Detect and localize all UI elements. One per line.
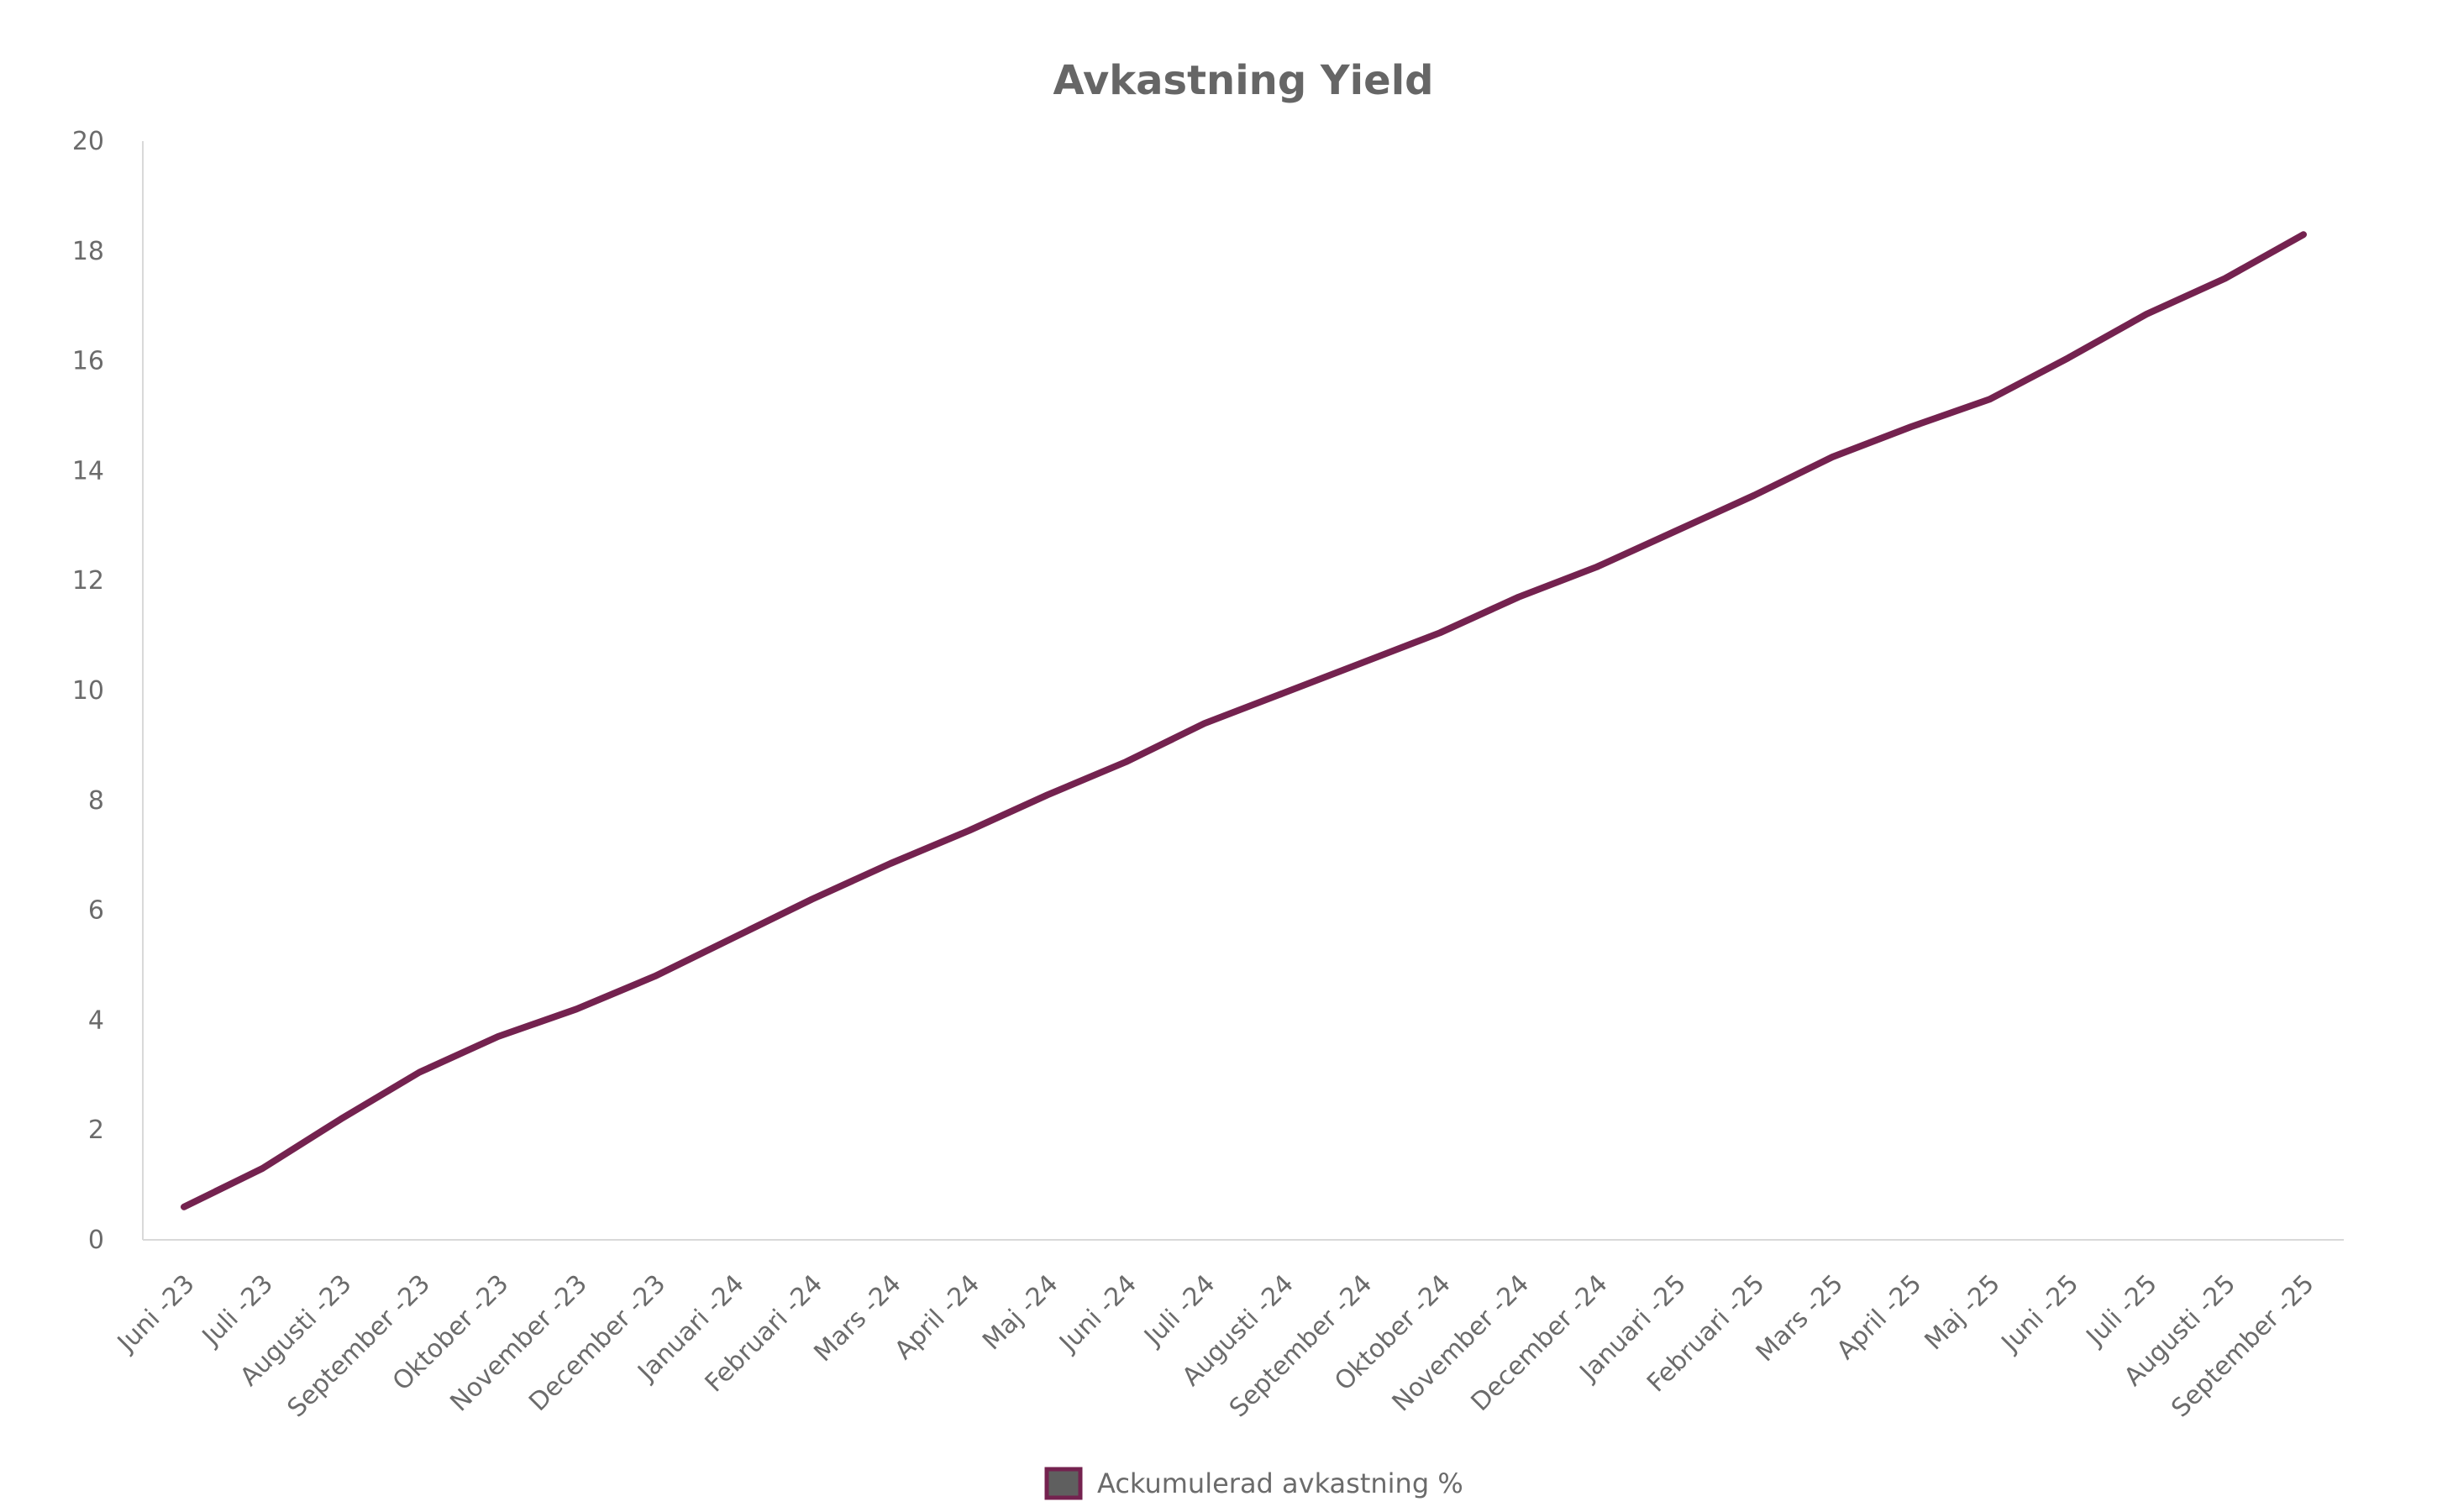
y-tick-label: 6	[88, 896, 104, 926]
legend-label: Ackumulerad avkastning %	[1097, 1467, 1463, 1499]
x-tick-label: Juni -24	[1053, 1269, 1142, 1359]
data-point	[2222, 276, 2228, 281]
y-tick-label: 4	[88, 1005, 104, 1035]
data-point	[1201, 721, 1207, 727]
data-point	[1437, 630, 1443, 636]
y-tick-label: 20	[72, 127, 104, 156]
data-point	[652, 974, 658, 979]
data-point	[1830, 454, 1836, 459]
x-tick-label: December -24	[1466, 1269, 1614, 1417]
legend-swatch	[1044, 1467, 1083, 1500]
data-point	[1358, 660, 1364, 666]
y-axis-ticks: 0 2 4 6 8 10 12 14 16 18 20	[72, 127, 104, 1255]
y-tick-label: 18	[72, 237, 104, 266]
x-tick-label: April -24	[889, 1269, 985, 1366]
x-tick-label: November -24	[1387, 1269, 1536, 1418]
x-tick-label: Juni -25	[1995, 1269, 2085, 1359]
data-point	[260, 1166, 265, 1171]
y-tick-label: 10	[72, 676, 104, 706]
y-tick-label: 16	[72, 347, 104, 376]
series-layer	[181, 231, 2307, 1210]
data-point	[417, 1069, 423, 1075]
y-tick-label: 0	[88, 1226, 104, 1255]
data-point	[1594, 564, 1599, 570]
legend: Ackumulerad avkastning %	[1044, 1467, 1463, 1500]
x-tick-label: Mars -24	[808, 1269, 906, 1368]
x-tick-label: December -23	[523, 1269, 671, 1417]
data-point	[1987, 396, 1993, 402]
data-point	[1280, 690, 1286, 696]
data-point	[966, 827, 972, 833]
data-point	[1751, 492, 1757, 498]
data-point	[1044, 792, 1050, 798]
x-tick-label: April -25	[1831, 1269, 1928, 1366]
x-tick-label: September -23	[282, 1269, 436, 1423]
x-tick-label: September -24	[1224, 1269, 1378, 1423]
series-line	[181, 231, 2307, 1210]
data-point	[1123, 759, 1129, 764]
data-point	[2065, 355, 2071, 361]
data-point	[495, 1034, 501, 1039]
data-point	[1908, 424, 1914, 430]
y-tick-label: 2	[88, 1116, 104, 1145]
data-point	[574, 1006, 580, 1012]
y-tick-label: 12	[72, 566, 104, 596]
data-point	[2144, 312, 2150, 317]
chart-title: Avkastning Yield	[1053, 57, 1434, 104]
data-point	[181, 1204, 186, 1210]
axes	[142, 141, 2344, 1241]
x-tick-label: Maj -24	[977, 1269, 1064, 1356]
data-point	[338, 1116, 344, 1122]
data-point	[1673, 528, 1678, 534]
data-point	[888, 861, 893, 866]
data-point	[809, 896, 815, 902]
data-point	[2301, 232, 2306, 238]
x-tick-label: November -23	[444, 1269, 593, 1418]
x-tick-label: Mars -25	[1751, 1269, 1849, 1368]
x-tick-label: Maj -25	[1920, 1269, 2006, 1356]
y-tick-label: 14	[72, 456, 104, 486]
y-tick-label: 8	[88, 786, 104, 816]
x-tick-label: September -25	[2166, 1269, 2319, 1423]
x-tick-label: Juni -23	[111, 1269, 201, 1359]
data-point	[1515, 594, 1521, 600]
data-point	[731, 935, 737, 941]
